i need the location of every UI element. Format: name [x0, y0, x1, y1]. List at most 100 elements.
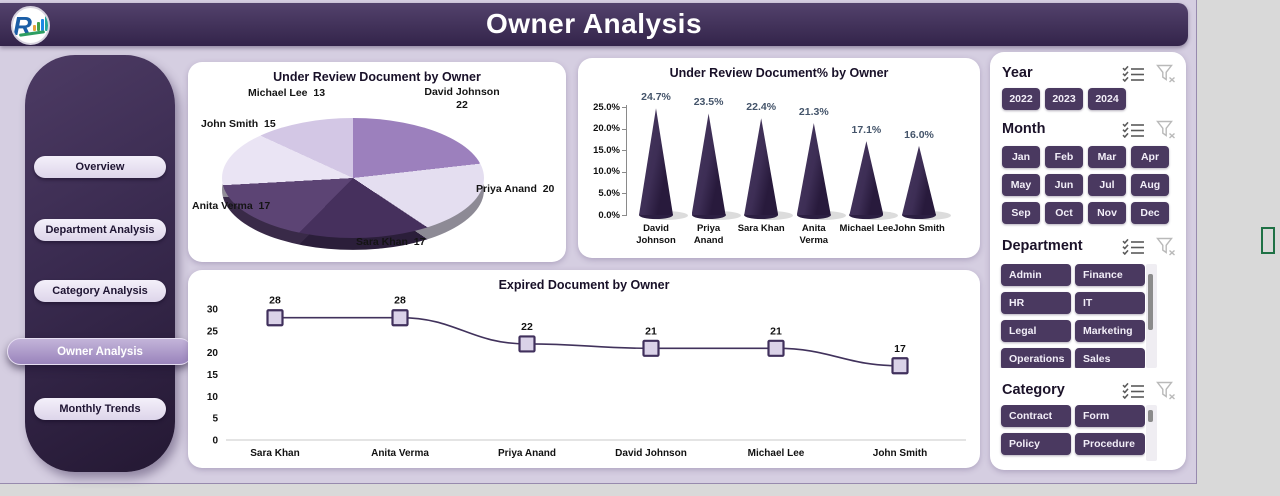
- slicer-option-it[interactable]: IT: [1075, 292, 1145, 314]
- pie-label-john-smith: John Smith 15: [201, 118, 276, 130]
- line-value-label: 17: [894, 343, 906, 355]
- line-marker-sara-khan: [266, 309, 284, 327]
- slicer-option-policy[interactable]: Policy: [1001, 433, 1071, 455]
- line-marker-priya-anand: [518, 335, 536, 353]
- pie-chart-card: Under Review Document by Owner David Joh…: [188, 62, 566, 262]
- sidebar-item-overview[interactable]: Overview: [34, 156, 166, 178]
- cone-ytick: 20.0%: [593, 123, 620, 135]
- cone-value-label: 24.7%: [641, 91, 671, 104]
- clear-filter-icon[interactable]: [1154, 381, 1178, 400]
- slicer-title-category: Category: [1002, 382, 1065, 398]
- scrollbar-thumb-department[interactable]: [1148, 274, 1153, 330]
- cone-category-label: Michael Lee: [839, 223, 894, 234]
- line-chart-title: Expired Document by Owner: [498, 278, 670, 292]
- slicer-option-aug[interactable]: Aug: [1131, 174, 1169, 196]
- line-ytick: 25: [207, 326, 219, 337]
- slicer-option-feb[interactable]: Feb: [1045, 146, 1083, 168]
- line-ytick: 15: [207, 370, 219, 381]
- slicer-option-jul[interactable]: Jul: [1088, 174, 1126, 196]
- slicer-option-sales[interactable]: Sales: [1075, 348, 1145, 368]
- slicer-panel: Year 2022 2023 2024 Month Jan Feb Mar Apr May Jun J…: [990, 52, 1186, 470]
- cone-priya-anand: [691, 113, 726, 215]
- pie-label-sara-khan: Sara Khan 17: [356, 236, 426, 248]
- slicer-option-hr[interactable]: HR: [1001, 292, 1071, 314]
- slicer-option-sep[interactable]: Sep: [1002, 202, 1040, 224]
- line-series: [275, 316, 901, 367]
- sidebar-item-department-analysis[interactable]: Department Analysis: [34, 219, 166, 241]
- slicer-option-2024[interactable]: 2024: [1088, 88, 1126, 110]
- scrollbar-category[interactable]: [1146, 405, 1157, 461]
- line-value-label: 22: [521, 321, 533, 333]
- line-value-label: 21: [770, 325, 782, 337]
- slicer-option-oct[interactable]: Oct: [1045, 202, 1083, 224]
- clear-filter-icon[interactable]: [1154, 120, 1178, 139]
- slicer-option-form[interactable]: Form: [1075, 405, 1145, 427]
- cone-john-smith: [902, 145, 936, 215]
- cone-ytick-mark: [622, 193, 626, 195]
- slicer-option-jun[interactable]: Jun: [1045, 174, 1083, 196]
- slicer-header-department: Department: [1002, 235, 1178, 257]
- cone-david-johnson: [639, 108, 673, 215]
- line-value-label: 28: [394, 295, 406, 307]
- pie-surface: [222, 118, 484, 238]
- cone-ytick: 5.0%: [598, 187, 620, 199]
- slicer-option-contract[interactable]: Contract: [1001, 405, 1071, 427]
- multi-select-icon[interactable]: [1121, 381, 1145, 400]
- slicer-option-finance[interactable]: Finance: [1075, 264, 1145, 286]
- multi-select-icon[interactable]: [1121, 237, 1145, 256]
- cone-base: [902, 211, 936, 219]
- slicer-option-nov[interactable]: Nov: [1088, 202, 1126, 224]
- cone-value-label: 16.0%: [904, 128, 934, 141]
- pie-label-michael-lee: Michael Lee 13: [248, 87, 326, 99]
- line-value-label: 21: [645, 325, 657, 337]
- cone-base: [796, 211, 831, 219]
- cone-y-axis: [626, 105, 627, 216]
- line-category-label: Priya Anand: [498, 448, 556, 459]
- slicer-option-2022[interactable]: 2022: [1002, 88, 1040, 110]
- sidebar-item-category-analysis[interactable]: Category Analysis: [34, 280, 166, 302]
- sidebar-item-monthly-trends[interactable]: Monthly Trends: [34, 398, 166, 420]
- clear-filter-icon[interactable]: [1154, 237, 1178, 256]
- slicer-option-legal[interactable]: Legal: [1001, 320, 1071, 342]
- sidebar-item-owner-analysis[interactable]: Owner Analysis: [7, 338, 193, 365]
- slicer-option-operations[interactable]: Operations: [1001, 348, 1071, 368]
- slicer-option-may[interactable]: May: [1002, 174, 1040, 196]
- slicer-option-jan[interactable]: Jan: [1002, 146, 1040, 168]
- line-marker-david-johnson: [642, 339, 660, 357]
- slicer-option-apr[interactable]: Apr: [1131, 146, 1169, 168]
- slicer-option-2023[interactable]: 2023: [1045, 88, 1083, 110]
- cone-category-label: Priya Anand: [693, 223, 724, 246]
- cone-ytick: 15.0%: [593, 144, 620, 156]
- logo-bars-icon: [32, 15, 48, 31]
- line-chart: 0 5 10 15 20 25 30 28 Sara Khan 28 Anita Verma 22 Pr…: [207, 295, 966, 459]
- clear-filter-icon[interactable]: [1154, 64, 1178, 83]
- cone-base: [849, 211, 884, 219]
- multi-select-icon[interactable]: [1121, 120, 1145, 139]
- slicer-header-month: Month: [1002, 118, 1178, 140]
- slicer-option-admin[interactable]: Admin: [1001, 264, 1071, 286]
- cone-ytick-mark: [622, 128, 626, 130]
- cone-base: [744, 211, 779, 219]
- slicer-header-category: Category: [1002, 379, 1178, 401]
- slicer-title-month: Month: [1002, 121, 1046, 137]
- cone-michael-lee: [849, 141, 884, 215]
- scrollbar-thumb-category[interactable]: [1148, 410, 1153, 422]
- slicer-title-department: Department: [1002, 238, 1083, 254]
- multi-select-icon[interactable]: [1121, 64, 1145, 83]
- pie-label-david-johnson: David Johnson 22: [424, 86, 500, 112]
- slicer-option-marketing[interactable]: Marketing: [1075, 320, 1145, 342]
- line-category-label: David Johnson: [615, 448, 687, 459]
- line-category-label: Anita Verma: [371, 448, 429, 459]
- slicer-option-procedure[interactable]: Procedure: [1075, 433, 1145, 455]
- cone-value-label: 21.3%: [798, 105, 829, 118]
- slicer-option-dec[interactable]: Dec: [1131, 202, 1169, 224]
- excel-cell-cursor[interactable]: [1261, 227, 1275, 254]
- line-category-label: Michael Lee: [748, 448, 805, 459]
- cone-anita-verma: [796, 122, 831, 215]
- cone-value-label: 22.4%: [746, 101, 777, 114]
- scrollbar-department[interactable]: [1146, 264, 1157, 368]
- pie-label-priya-anand: Priya Anand 20: [476, 183, 555, 195]
- slicer-option-mar[interactable]: Mar: [1088, 146, 1126, 168]
- header-bar: R Owner Analysis: [0, 3, 1188, 46]
- line-ytick: 0: [212, 436, 218, 447]
